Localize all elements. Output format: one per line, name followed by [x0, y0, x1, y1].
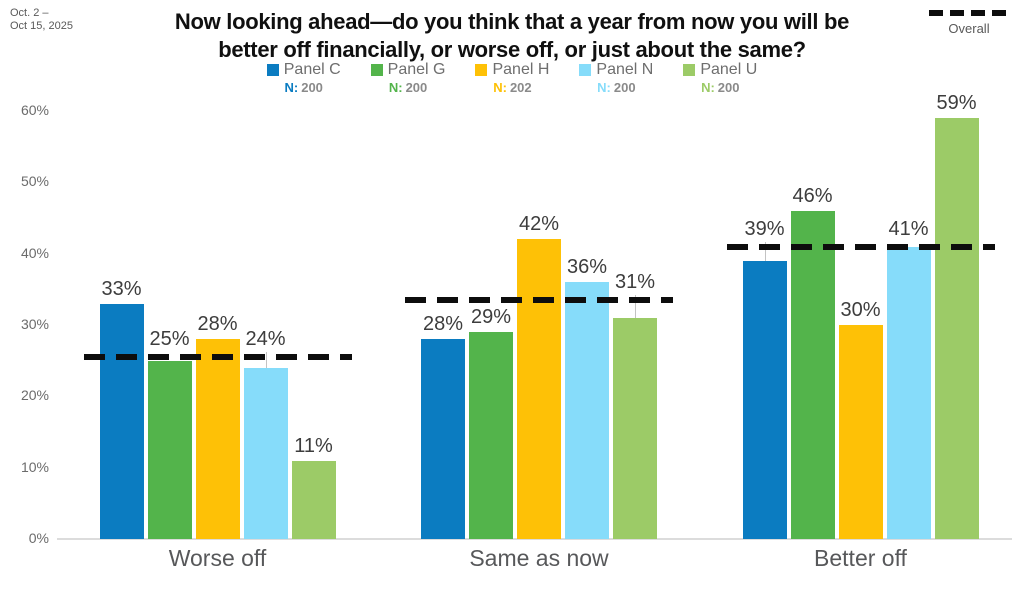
overall-dashed-line	[83, 354, 352, 361]
value-label: 36%	[566, 256, 608, 279]
legend-swatch-icon	[266, 64, 279, 76]
value-label: 42%	[518, 213, 560, 236]
overall-dash-icon	[929, 10, 1009, 16]
bar-panel-h-worse-off	[195, 339, 240, 539]
bar-panel-u-worse-off	[291, 460, 336, 539]
legend-n-value: 202	[509, 80, 532, 95]
legend-row: Panel N	[579, 61, 653, 79]
legend-n-value: 200	[717, 80, 740, 95]
bar-panel-h-better-off	[838, 325, 883, 539]
value-label: 11%	[294, 434, 333, 457]
bar-panel-u-better-off	[934, 118, 979, 539]
date-range: Oct. 2 – Oct 15, 2025	[10, 7, 73, 33]
legend-row: Panel H	[475, 61, 549, 79]
x-axis-label: Same as now	[469, 545, 609, 571]
chart-plot-area: 0% 10% 20% 30% 40% 50% 60% 33% 25% 28% 24% 11% 28% 29…	[21, 92, 1012, 546]
legend-item-panel-c: Panel C N: 200	[266, 61, 341, 95]
value-label: 31%	[614, 271, 656, 294]
legend-swatch-icon	[475, 64, 488, 76]
chart-title-line1: Now looking ahead—do you think that a ye…	[174, 9, 850, 34]
value-label: 33%	[101, 277, 142, 300]
legend-n-prefix: N:	[388, 80, 403, 95]
bar-panel-c-better-off	[742, 260, 787, 539]
legend-n-prefix: N:	[597, 80, 611, 95]
x-axis-baseline	[57, 538, 1012, 540]
x-axis-label: Worse off	[168, 545, 267, 571]
legend-panel-name: Panel G	[387, 61, 446, 78]
overall-dashed-line	[726, 243, 995, 250]
legend-n-value: 200	[301, 80, 323, 95]
legend-n-prefix: N:	[284, 80, 299, 95]
legend-panel-name: Panel U	[700, 61, 758, 78]
bar-panel-c-same-as-now	[421, 339, 465, 539]
y-axis-tick: 60%	[20, 102, 49, 118]
legend-swatch-icon	[683, 64, 696, 76]
value-label: 25%	[149, 328, 190, 351]
y-axis-tick: 40%	[20, 244, 49, 261]
x-axis-label: Better off	[814, 545, 907, 571]
legend-n-count: N: 200	[389, 80, 427, 95]
date-line2: Oct 15, 2025	[10, 20, 73, 32]
overall-dashed-line	[405, 297, 673, 304]
legend-item-panel-u: Panel U N: 200	[683, 61, 757, 95]
legend-panel-name: Panel H	[492, 61, 550, 78]
date-line1: Oct. 2 –	[10, 7, 49, 19]
value-label: 24%	[245, 328, 286, 351]
value-label: 28%	[422, 313, 464, 336]
label-leader-line	[635, 295, 636, 318]
value-label: 29%	[470, 306, 512, 329]
legend-n-count: N: 200	[597, 80, 635, 95]
legend-row: Panel C	[266, 61, 341, 79]
legend-panel-name: Panel N	[596, 61, 654, 78]
legend-item-panel-n: Panel N N: 200	[579, 61, 653, 95]
bar-panel-u-same-as-now	[613, 317, 657, 539]
value-label: 41%	[888, 217, 929, 240]
y-axis-tick: 30%	[20, 316, 49, 332]
chart-title: Now looking ahead—do you think that a ye…	[110, 8, 914, 64]
y-axis-tick: 10%	[20, 458, 49, 475]
chart-title-line2: better off financially, or worse off, or…	[218, 37, 806, 62]
y-axis-tick: 20%	[20, 387, 49, 404]
bar-panel-n-same-as-now	[565, 282, 609, 539]
legend-item-panel-g: Panel G N: 200	[370, 61, 446, 95]
legend-n-count: N: 202	[493, 80, 531, 95]
legend-panel-name: Panel C	[283, 61, 341, 78]
legend-n-prefix: N:	[493, 80, 507, 95]
bar-panel-n-worse-off	[243, 367, 288, 539]
legend-row: Panel G	[370, 61, 446, 79]
label-leader-line	[764, 241, 766, 261]
value-label: 46%	[792, 184, 833, 207]
legend-row: Panel U	[683, 61, 757, 79]
panel-legend: Panel C N: 200 Panel G N: 200 Panel H N: 202 Pane…	[0, 61, 1024, 95]
legend-n-value: 200	[405, 80, 428, 95]
bar-panel-n-better-off	[886, 246, 931, 539]
value-label: 28%	[197, 313, 238, 336]
bar-panel-g-better-off	[790, 210, 835, 539]
bar-panel-h-same-as-now	[517, 239, 561, 539]
legend-item-panel-h: Panel H N: 202	[475, 61, 549, 95]
y-axis-tick: 50%	[20, 173, 49, 190]
legend-n-prefix: N:	[701, 80, 715, 95]
legend-swatch-icon	[370, 64, 383, 76]
y-axis-tick: 0%	[28, 530, 49, 546]
overall-legend-label: Overall	[948, 21, 990, 36]
value-label: 59%	[936, 92, 977, 115]
value-label: 30%	[840, 299, 881, 321]
legend-n-count: N: 200	[701, 80, 739, 95]
value-label: 39%	[744, 217, 785, 240]
overall-legend: Overall	[928, 10, 1010, 36]
bar-panel-c-worse-off	[99, 303, 144, 539]
bar-panel-g-same-as-now	[469, 332, 513, 539]
legend-swatch-icon	[579, 64, 592, 76]
bar-panel-g-worse-off	[147, 360, 192, 539]
legend-n-value: 200	[613, 80, 636, 95]
legend-n-count: N: 200	[285, 80, 323, 95]
